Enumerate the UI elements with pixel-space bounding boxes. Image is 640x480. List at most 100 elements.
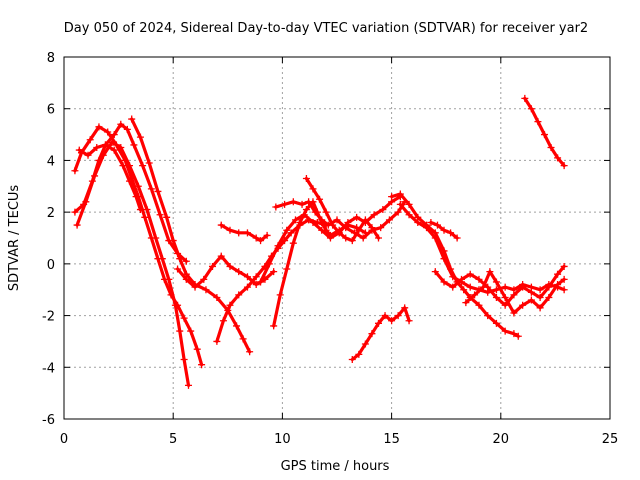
data-point: [560, 262, 568, 270]
data-point: [283, 226, 291, 234]
data-point: [265, 260, 273, 268]
data-point: [86, 136, 94, 144]
data-point: [158, 255, 166, 263]
data-point: [71, 167, 79, 175]
data-point: [95, 156, 103, 164]
data-point: [536, 286, 544, 294]
y-tick-label: 4: [47, 154, 55, 169]
data-point: [117, 120, 125, 128]
data-point: [374, 234, 382, 242]
data-point: [368, 330, 376, 338]
data-point: [226, 262, 234, 270]
data-point: [492, 286, 500, 294]
data-point: [353, 213, 361, 221]
data-point: [521, 94, 529, 102]
data-point: [361, 216, 369, 224]
axes: 0 5 10 15 20 25 -6 -4 -2 0 2 4 6 8: [42, 51, 618, 447]
data-point: [147, 185, 155, 193]
data-point: [176, 255, 184, 263]
data-point: [385, 216, 393, 224]
data-point: [326, 231, 334, 239]
data-point: [457, 275, 465, 283]
data-point: [176, 327, 184, 335]
series-line: [304, 176, 381, 243]
data-point: [440, 278, 448, 286]
series-line: [75, 140, 191, 387]
x-tick-label: 25: [602, 432, 619, 447]
data-point: [316, 195, 324, 203]
data-point: [130, 141, 138, 149]
data-point: [276, 291, 284, 299]
data-point: [318, 216, 326, 224]
data-point: [475, 275, 483, 283]
data-point: [302, 206, 310, 214]
data-point: [388, 317, 396, 325]
data-point: [252, 281, 260, 289]
series-track-3: [71, 120, 190, 265]
data-point: [554, 154, 562, 162]
data-point: [233, 322, 241, 330]
series-track-5: [75, 141, 144, 214]
data-point: [213, 293, 221, 301]
data-point: [302, 175, 310, 183]
data-point: [93, 144, 101, 151]
data-point: [329, 221, 337, 229]
data-point: [449, 273, 457, 281]
data-point: [165, 275, 173, 283]
data-point: [484, 312, 492, 320]
data-point: [136, 133, 144, 141]
data-point: [510, 291, 518, 299]
series-track-12: [302, 175, 382, 245]
data-point: [394, 208, 402, 216]
data-point: [88, 177, 96, 185]
data-point: [423, 224, 431, 232]
data-point: [126, 177, 134, 185]
x-tick-label: 0: [60, 432, 68, 447]
data-point: [246, 348, 254, 356]
data-point: [171, 301, 179, 309]
data-point: [202, 286, 210, 294]
plot-frame: [63, 56, 611, 420]
data-point: [128, 115, 136, 123]
data-point: [510, 309, 518, 317]
data-point: [405, 317, 413, 325]
data-point: [163, 213, 171, 221]
data-series: [71, 94, 568, 389]
data-point: [471, 291, 479, 299]
data-point: [235, 229, 243, 237]
series-track-18: [462, 268, 568, 317]
data-point: [169, 237, 177, 245]
data-point: [154, 187, 162, 195]
data-point: [309, 218, 317, 226]
data-point: [355, 350, 363, 358]
data-point: [536, 293, 544, 301]
data-point: [235, 268, 243, 276]
data-point: [226, 226, 234, 234]
data-point: [95, 123, 103, 131]
grid: [64, 57, 610, 419]
data-point: [257, 237, 265, 245]
data-point: [359, 234, 367, 242]
data-point: [252, 234, 260, 242]
data-point: [257, 278, 265, 286]
y-axis-label: SDTVAR / TECUs: [7, 185, 22, 292]
data-point: [200, 275, 208, 283]
data-point: [401, 304, 409, 312]
data-point: [243, 229, 251, 237]
data-point: [379, 206, 387, 214]
data-point: [322, 208, 330, 216]
data-point: [213, 337, 221, 345]
x-tick-label: 20: [493, 432, 510, 447]
data-point: [479, 283, 487, 291]
y-tick-label: -6: [42, 413, 55, 428]
series-track-17: [431, 262, 568, 309]
data-point: [466, 283, 474, 291]
data-point: [377, 224, 385, 232]
data-point: [141, 213, 149, 221]
data-point: [394, 312, 402, 320]
data-point: [492, 293, 500, 301]
data-point: [239, 335, 247, 343]
data-point: [283, 265, 291, 273]
series-line: [176, 254, 276, 289]
data-point: [414, 218, 422, 226]
